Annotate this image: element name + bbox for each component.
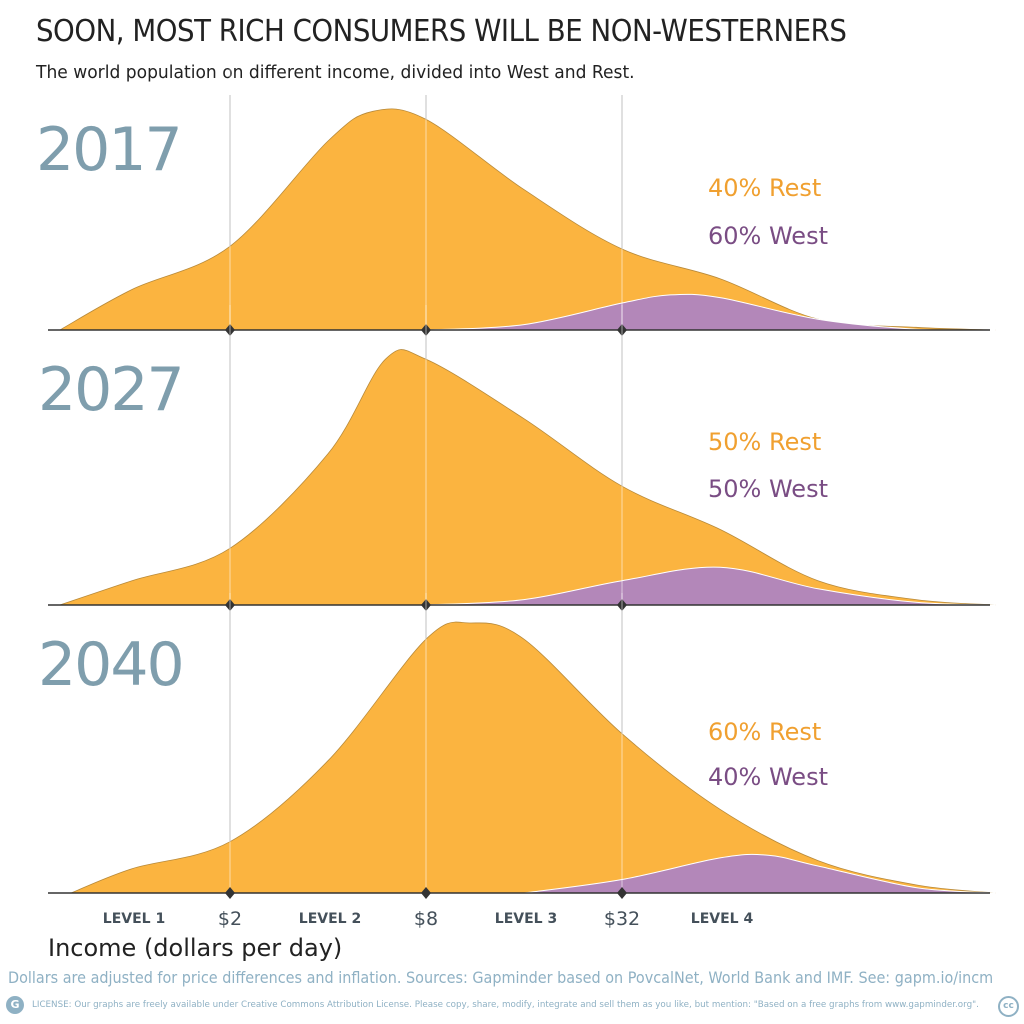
level-label: LEVEL 1 bbox=[103, 911, 165, 927]
level-label: LEVEL 4 bbox=[691, 911, 754, 927]
license-note: LICENSE: Our graphs are freely available… bbox=[32, 1000, 979, 1010]
rest-area bbox=[59, 349, 996, 606]
panel-2027: 2027 50% Rest 50% West bbox=[38, 305, 996, 611]
chart-subtitle: The world population on different income… bbox=[36, 62, 635, 83]
tick-diamond-marker bbox=[225, 887, 235, 899]
rest-share-label: 60% Rest bbox=[708, 718, 821, 746]
x-tick-label: $8 bbox=[414, 908, 438, 930]
west-area bbox=[425, 566, 996, 606]
rest-share-label: 50% Rest bbox=[708, 428, 821, 456]
west-share-label: 60% West bbox=[708, 222, 828, 250]
west-area bbox=[425, 293, 996, 331]
rest-share-label: 40% Rest bbox=[708, 174, 821, 202]
year-label: 2017 bbox=[36, 115, 181, 185]
gapminder-logo: G bbox=[6, 996, 24, 1014]
year-label: 2040 bbox=[38, 630, 183, 700]
panel-2040: 2040 60% Rest 40% West bbox=[38, 593, 996, 899]
tick-diamond-marker bbox=[421, 887, 431, 899]
x-axis-label: Income (dollars per day) bbox=[48, 934, 342, 962]
rest-area bbox=[70, 621, 996, 894]
x-tick-label: $2 bbox=[218, 908, 242, 930]
west-share-label: 40% West bbox=[708, 763, 828, 791]
creative-commons-logo: cc bbox=[998, 996, 1019, 1017]
x-tick-label: $32 bbox=[604, 908, 640, 930]
tick-diamond-marker bbox=[617, 887, 627, 899]
panel-2017: 2017 40% Rest 60% West bbox=[36, 30, 996, 336]
level-label: LEVEL 2 bbox=[299, 911, 361, 927]
chart-title: SOON, MOST RICH CONSUMERS WILL BE NON-WE… bbox=[36, 14, 847, 49]
sources-note: Dollars are adjusted for price differenc… bbox=[8, 968, 994, 987]
west-share-label: 50% West bbox=[708, 475, 828, 503]
level-label: LEVEL 3 bbox=[495, 911, 557, 927]
rest-area bbox=[58, 108, 996, 331]
year-label: 2027 bbox=[38, 355, 183, 425]
